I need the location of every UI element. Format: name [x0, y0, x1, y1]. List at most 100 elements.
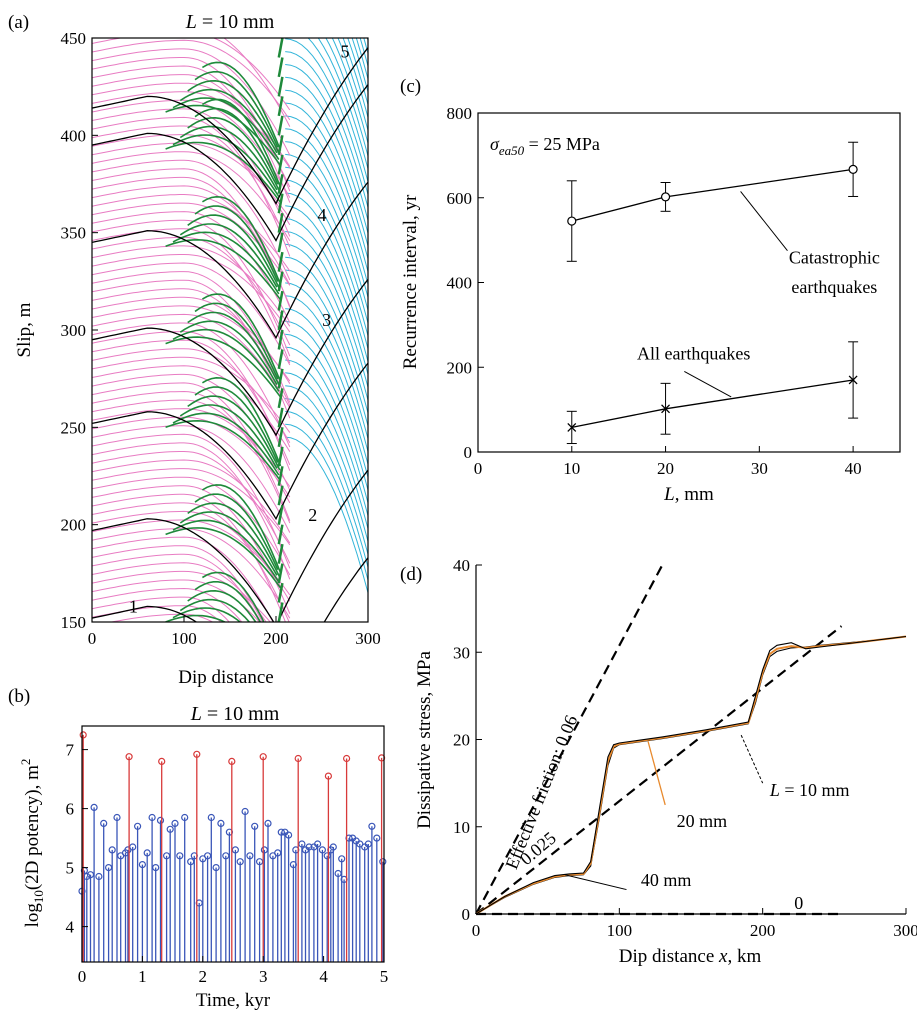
deep-slip-line [285, 372, 368, 529]
deep-slip-line [285, 295, 368, 452]
small-event-point [113, 813, 121, 822]
shallow-slip-line [92, 459, 291, 544]
panel-a-ytick-label: 250 [61, 418, 87, 437]
catastrophic-slip-line [92, 362, 368, 521]
large-event-point [324, 772, 332, 780]
coseismic-slip-line [202, 571, 265, 622]
panel-b-xtick-label: 3 [259, 967, 268, 986]
shallow-slip-line [92, 596, 230, 622]
panel-a-xtick-label: 200 [263, 629, 289, 648]
coseismic-slip-line [179, 125, 278, 191]
small-event-point [314, 840, 322, 848]
deep-slip-line [285, 320, 368, 478]
coseismic-band [277, 349, 284, 370]
panel-a-annotation-5: 5 [341, 42, 350, 62]
deep-slip-line [285, 398, 368, 555]
deep-slip-line [366, 38, 368, 41]
small-event-point [95, 872, 103, 881]
deep-slip-line [285, 141, 368, 298]
panel-c-xtick-label: 20 [657, 459, 674, 478]
shallow-slip-line [92, 168, 291, 308]
deep-slip-line [285, 128, 368, 285]
small-event-point [338, 855, 346, 863]
panel-b-frame [81, 725, 385, 963]
panel-a-annotation-3: 3 [322, 310, 331, 330]
large-event-point [158, 757, 166, 766]
small-event-point [329, 843, 337, 851]
large-event-point [343, 754, 351, 763]
deep-slip-line [285, 308, 368, 465]
coseismic-slip-line [179, 511, 278, 576]
series-line-0 [571, 168, 854, 222]
coseismic-slip-line [194, 302, 279, 380]
shallow-slip-line [92, 236, 291, 346]
panel-b-xlabel: Time, kyr [196, 990, 271, 1011]
shallow-slip-line [92, 38, 291, 111]
coseismic-slip-line [165, 238, 282, 301]
panel-c-ytick-label: 400 [447, 274, 473, 293]
shallow-slip-line [92, 262, 291, 366]
panel-b-xtick-label: 1 [138, 967, 147, 986]
small-event-point [138, 860, 146, 869]
coseismic-band [277, 485, 284, 506]
coseismic-slip-line [202, 293, 282, 383]
shallow-slip-line [92, 442, 291, 580]
panel-c-xtick-label: 10 [563, 459, 580, 478]
panel-d-ytick-label: 0 [462, 905, 471, 924]
small-event-point [148, 813, 156, 822]
shallow-slip-line [92, 425, 291, 533]
coseismic-slip-line [194, 493, 279, 571]
coseismic-band [277, 57, 284, 78]
panel-a-title: L = 10 mm [185, 11, 275, 33]
shallow-slip-line [92, 116, 291, 257]
panel-d-xtick-label: 0 [472, 921, 481, 940]
coseismic-slip-line [194, 581, 262, 622]
deep-slip-line [285, 423, 368, 581]
coseismic-slip-line [187, 589, 257, 622]
coseismic-slip-line [165, 336, 282, 398]
catastrophic-leader [740, 191, 788, 252]
coseismic-band [277, 290, 284, 311]
coseismic-slip-line [179, 404, 278, 469]
panel-a-annotation-4: 4 [318, 205, 327, 225]
deep-slip-line [285, 102, 368, 259]
panel-a-xlabel: Dip distance [178, 667, 274, 688]
shallow-slip-line [223, 38, 291, 127]
panel-a: (a) L = 10 mm 1 2 3 4 5 0 100 200 300 150 200 250 3… [8, 11, 381, 688]
coseismic-slip-line [179, 88, 278, 154]
coseismic-band [277, 407, 284, 428]
deep-slip-line [285, 410, 368, 568]
small-event-point [285, 831, 293, 839]
coseismic-band [277, 582, 284, 603]
label-40mm-leader [564, 874, 627, 891]
small-event-point [298, 840, 306, 848]
shallow-slip-line [92, 485, 291, 614]
small-event-point [217, 819, 225, 828]
coseismic-slip-line [172, 607, 242, 622]
panel-a-xtick-label: 0 [88, 629, 97, 648]
shallow-slip-line [92, 219, 291, 357]
shallow-slip-line [92, 545, 264, 622]
shallow-slip-line [92, 519, 291, 596]
all-earthquakes-point [848, 375, 858, 385]
small-event-point [204, 852, 212, 860]
deep-slip-line [285, 153, 368, 311]
label-20mm: 20 mm [677, 811, 728, 831]
panel-d-ytick-label: 40 [453, 556, 470, 575]
coseismic-slip-line [202, 376, 282, 467]
small-event-point [241, 807, 249, 816]
panel-b-xtick-label: 5 [380, 967, 389, 986]
deep-slip-line [285, 256, 368, 414]
deep-slip-line [285, 179, 368, 336]
shallow-slip-line [92, 536, 274, 622]
shallow-slip-line [92, 305, 291, 382]
coseismic-band [277, 310, 284, 331]
stress-curve-0 [475, 635, 907, 915]
shallow-slip-line [92, 254, 291, 333]
deep-slip-line [359, 38, 368, 67]
deep-slip-line [285, 115, 368, 272]
catastrophic-slip-line [92, 47, 368, 205]
all-earthquakes-point [661, 404, 671, 414]
